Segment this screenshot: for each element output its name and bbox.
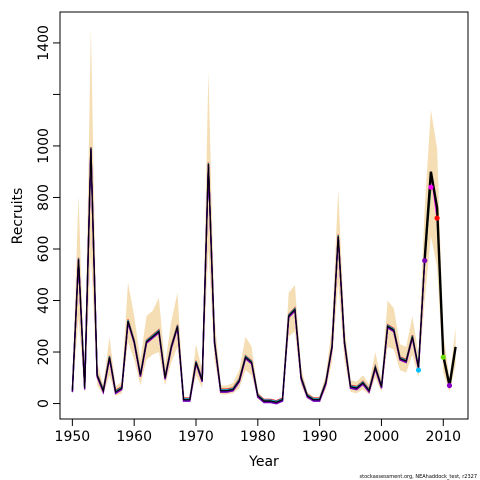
retro-line-2009 [71,148,438,404]
retro-endpoint-2007 [422,257,428,264]
x-axis: 1950 1960 1970 1980 1990 2000 2010 [55,418,461,445]
y-tick-label-1400: 1400 [36,25,52,61]
retro-endpoint-2006 [415,367,422,373]
retro-line-2010 [71,149,444,404]
x-tick-label-1960: 1960 [116,429,152,445]
recruits-line-recent [423,171,457,386]
x-tick-label-1980: 1980 [240,429,276,445]
y-tick-label-1000: 1000 [36,128,52,164]
x-tick-label-1970: 1970 [178,429,214,445]
footnote: stockassessment.org, NEAhaddock_test, r2… [360,474,477,480]
retro-endpoint-2008 [428,184,434,190]
y-tick-label-200: 200 [36,339,52,366]
retro-endpoint-2011 [446,382,453,389]
x-tick-label-2000: 2000 [364,429,400,445]
retro-endpoint-2010 [440,354,446,360]
x-tick-label-1990: 1990 [302,429,338,445]
y-tick-label-0: 0 [36,399,52,408]
main-line-layer [71,148,457,403]
y-tick-label-800: 800 [36,184,52,211]
retro-line-2011 [71,149,451,405]
x-tick-label-2010: 2010 [425,429,461,445]
retro-endpoints-layer [415,184,453,389]
recruits-line [71,148,457,403]
retro-endpoint-2009 [434,215,440,221]
y-tick-label-600: 600 [36,236,52,263]
y-axis: 0 200 400 600 800 1000 1400 [36,25,61,408]
x-axis-label: Year [248,454,279,470]
retro-lines-layer [71,146,451,405]
y-tick-label-400: 400 [36,287,52,314]
y-axis-label: Recruits [10,188,26,245]
x-tick-label-1950: 1950 [55,429,91,445]
